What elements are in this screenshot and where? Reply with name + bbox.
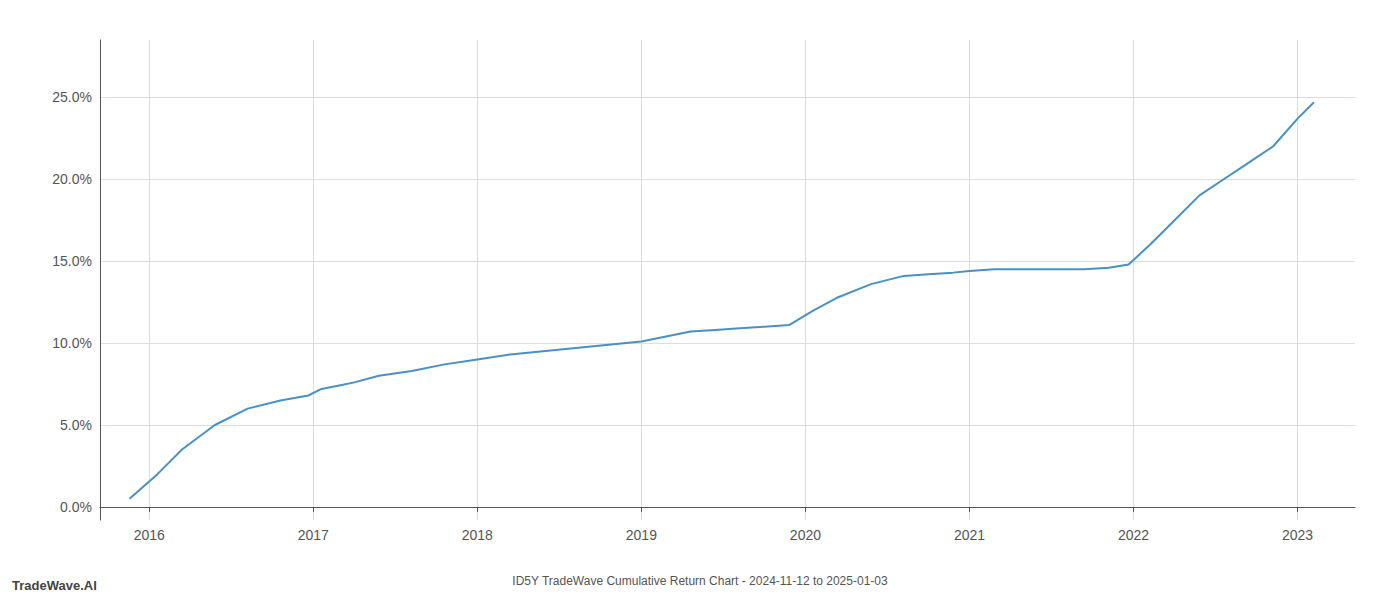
svg-text:5.0%: 5.0% — [60, 417, 92, 433]
svg-text:2018: 2018 — [462, 527, 493, 543]
svg-text:15.0%: 15.0% — [52, 253, 92, 269]
svg-text:2021: 2021 — [954, 527, 985, 543]
svg-text:2017: 2017 — [298, 527, 329, 543]
svg-text:20.0%: 20.0% — [52, 171, 92, 187]
svg-text:2016: 2016 — [134, 527, 165, 543]
svg-text:2023: 2023 — [1282, 527, 1313, 543]
svg-text:0.0%: 0.0% — [60, 499, 92, 515]
svg-text:2019: 2019 — [626, 527, 657, 543]
svg-text:ID5Y TradeWave Cumulative Retu: ID5Y TradeWave Cumulative Return Chart -… — [512, 574, 888, 588]
svg-text:25.0%: 25.0% — [52, 89, 92, 105]
svg-text:2022: 2022 — [1118, 527, 1149, 543]
svg-text:TradeWave.AI: TradeWave.AI — [12, 578, 97, 593]
svg-text:10.0%: 10.0% — [52, 335, 92, 351]
svg-text:2020: 2020 — [790, 527, 821, 543]
